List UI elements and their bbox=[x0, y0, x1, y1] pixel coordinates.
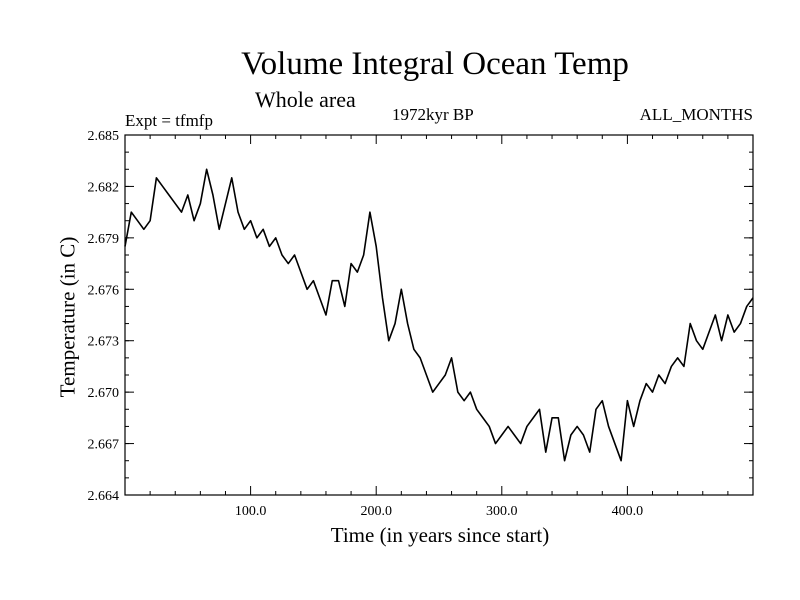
chart-title: Volume Integral Ocean Temp bbox=[241, 46, 629, 82]
x-tick-label: 100.0 bbox=[235, 504, 267, 519]
y-tick-label: 2.664 bbox=[88, 489, 120, 504]
experiment-label: Expt = tfmfp bbox=[125, 111, 213, 130]
period-label: 1972kyr BP bbox=[392, 105, 474, 124]
y-tick-label: 2.673 bbox=[88, 335, 120, 350]
series-line bbox=[124, 168, 754, 462]
y-tick-label: 2.670 bbox=[88, 386, 120, 401]
x-tick-label: 200.0 bbox=[360, 504, 392, 519]
y-tick-label: 2.682 bbox=[88, 180, 120, 195]
y-tick-label: 2.667 bbox=[88, 438, 120, 453]
axis-ticks bbox=[125, 134, 753, 496]
axis-tick-labels: 2.664 2.667 2.670 2.673 2.676 2.679 2.682 2.685… bbox=[88, 129, 644, 519]
y-tick-label: 2.676 bbox=[88, 283, 120, 298]
months-label: ALL_MONTHS bbox=[639, 105, 753, 124]
chart-subtitle: Whole area bbox=[255, 87, 356, 112]
y-tick-label: 2.679 bbox=[88, 232, 120, 247]
x-axis-label: Time (in years since start) bbox=[330, 523, 550, 547]
x-tick-label: 300.0 bbox=[486, 504, 518, 519]
y-tick-label: 2.685 bbox=[88, 129, 120, 144]
plot-frame bbox=[124, 134, 754, 496]
x-tick-label: 400.0 bbox=[612, 504, 644, 519]
series-lines bbox=[124, 168, 754, 462]
